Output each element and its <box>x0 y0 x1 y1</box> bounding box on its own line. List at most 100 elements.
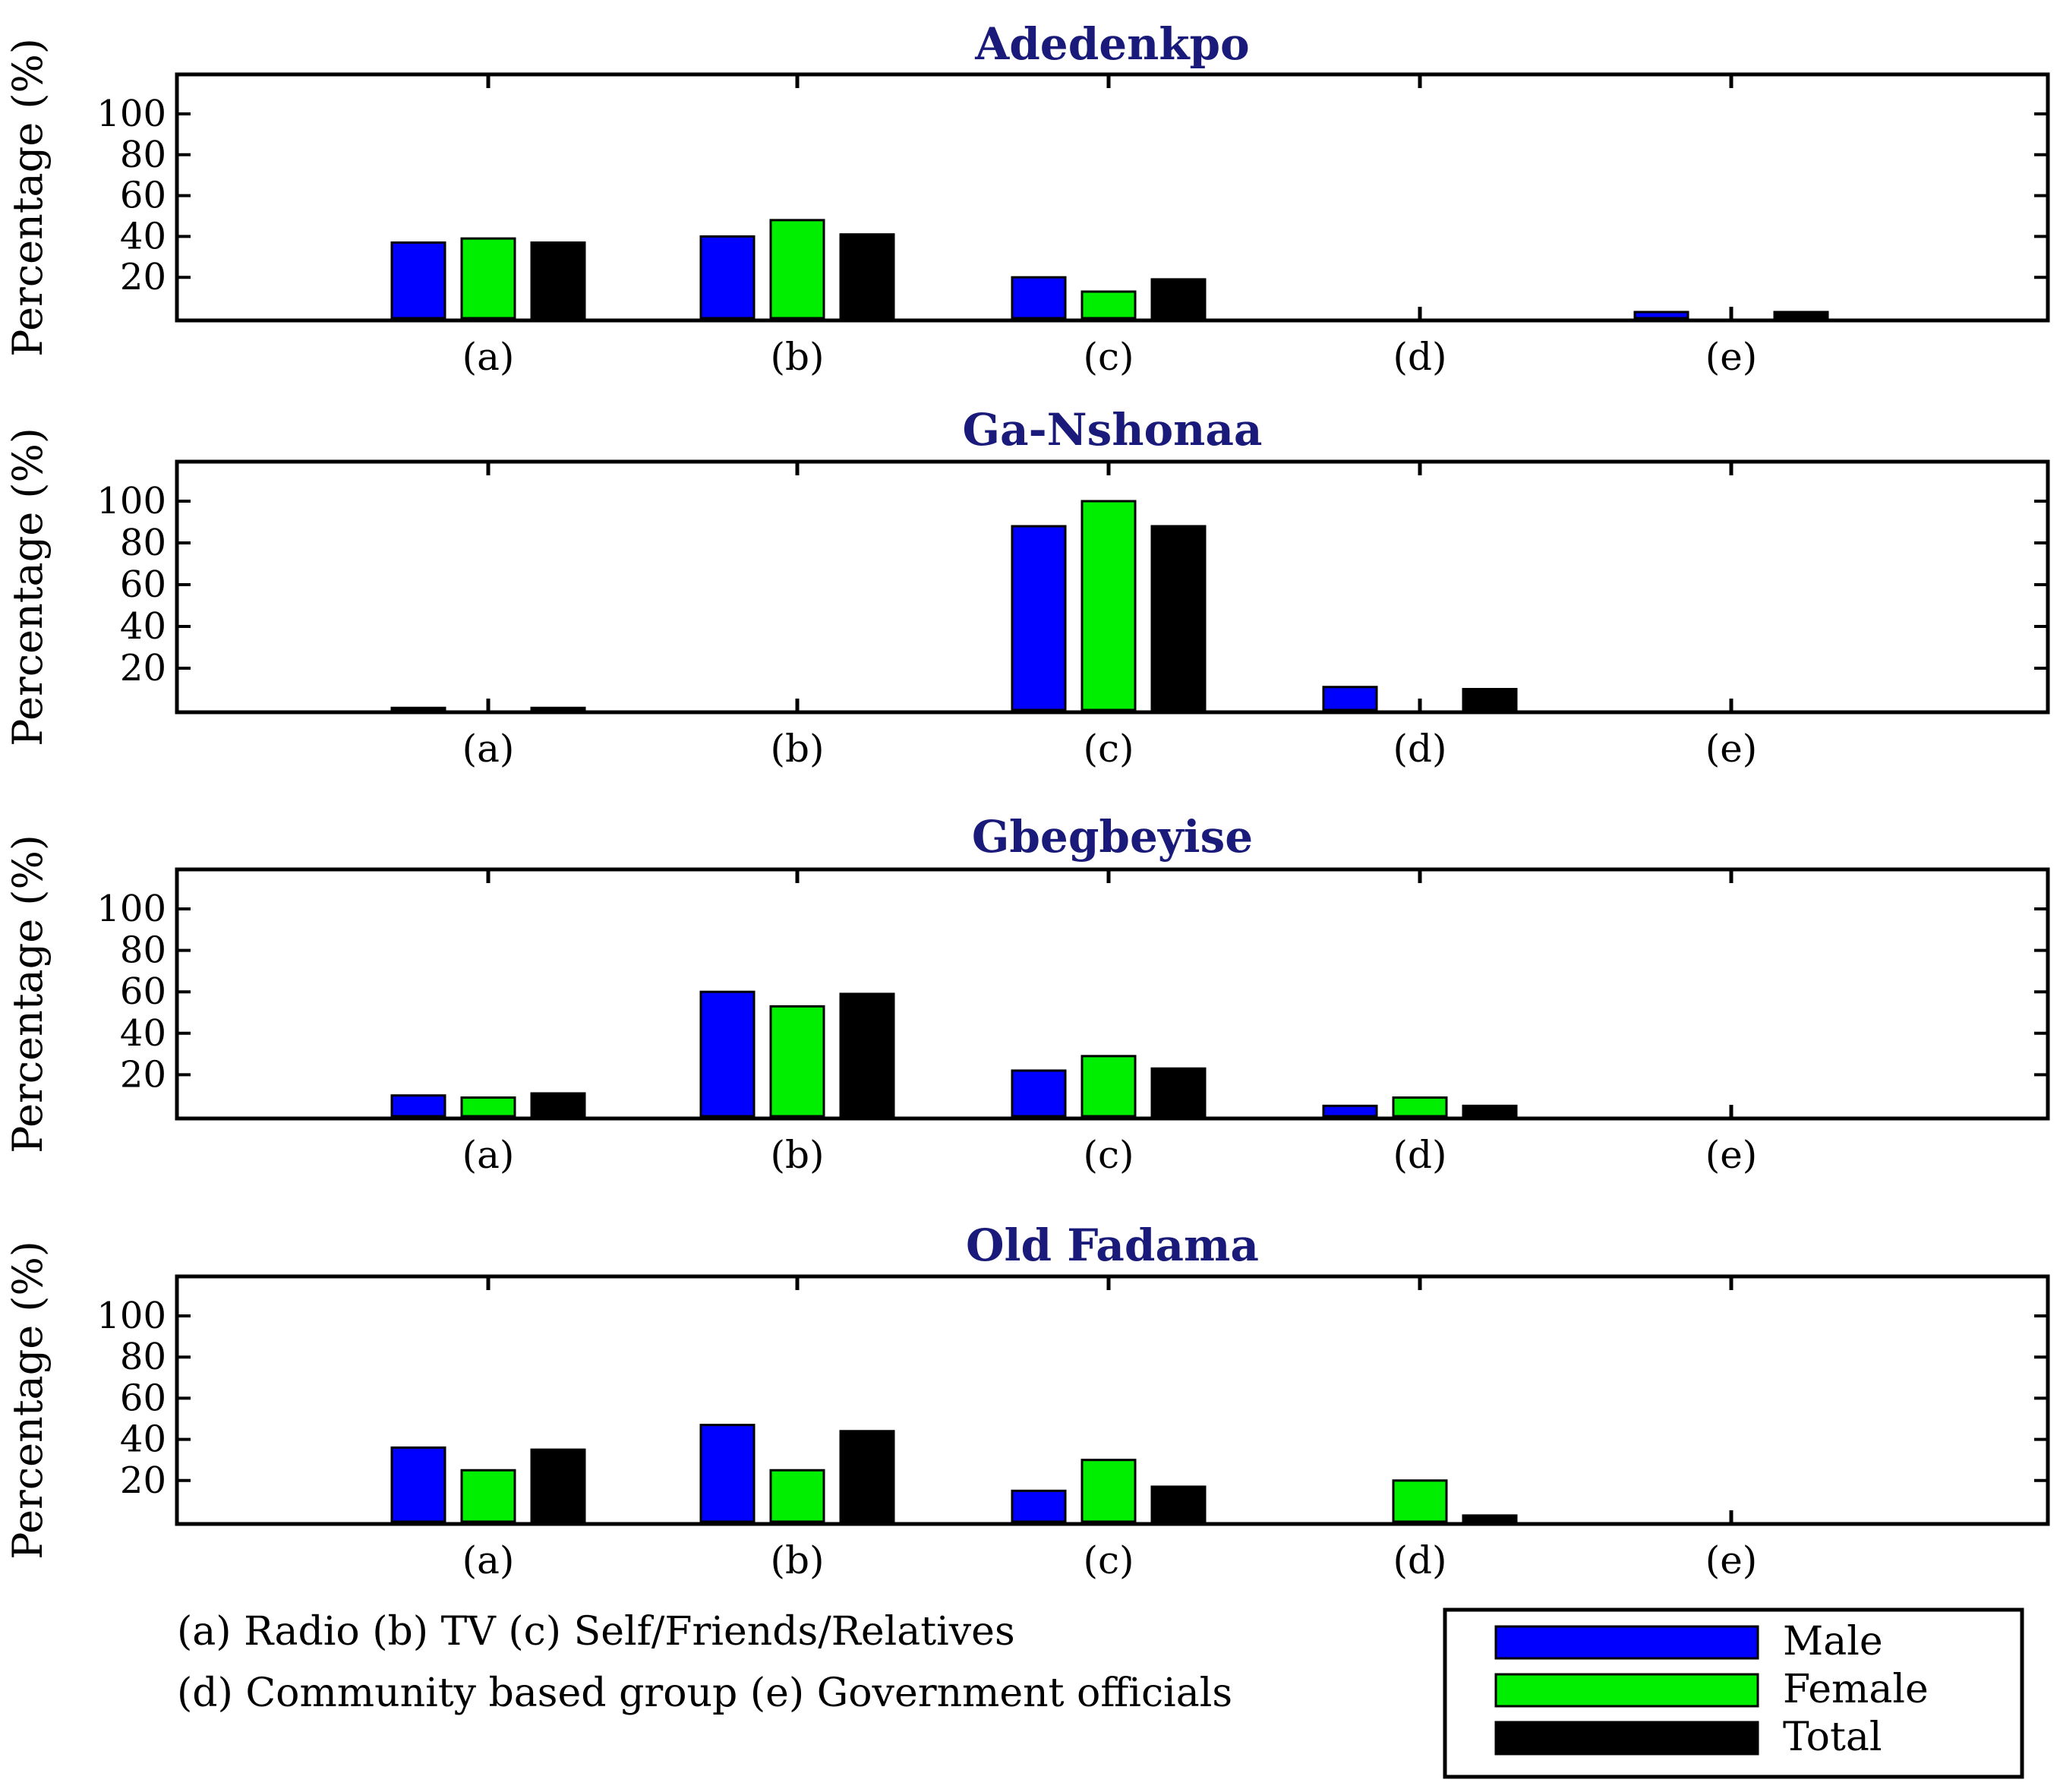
axes-frame <box>175 1274 2050 1526</box>
bar-female-2 <box>1080 500 1137 711</box>
x-tick-label: (c) <box>1083 1538 1134 1582</box>
bar-total-1 <box>839 992 895 1118</box>
bar-male-2 <box>1011 276 1067 320</box>
x-tick-label: (a) <box>462 1133 515 1177</box>
bar-total-0 <box>530 706 586 711</box>
y-tick-label: 100 <box>96 888 166 930</box>
bar-male-1 <box>699 1424 756 1523</box>
y-tick-label: 20 <box>120 1459 166 1502</box>
bar-total-2 <box>1150 525 1207 711</box>
x-tick-label: (d) <box>1393 335 1446 379</box>
bar-total-4 <box>1773 311 1829 320</box>
category-key-line-2: (d) Community based group (e) Government… <box>177 1671 1232 1716</box>
x-tick-label: (d) <box>1393 1538 1446 1582</box>
y-tick-label: 60 <box>120 563 166 606</box>
category-key-line-1: (a) Radio (b) TV (c) Self/Friends/Relati… <box>177 1609 1015 1655</box>
x-tick-label: (b) <box>770 1538 824 1582</box>
y-tick-label: 40 <box>120 1418 166 1461</box>
bar-female-3 <box>1392 1479 1448 1523</box>
bar-male-4 <box>1633 311 1689 320</box>
panel-title: Old Fadama <box>966 1219 1259 1271</box>
legend-swatch-total <box>1494 1721 1759 1756</box>
bar-male-1 <box>699 990 756 1118</box>
y-tick-label: 100 <box>96 1295 166 1337</box>
bar-male-1 <box>699 235 756 320</box>
legend-swatch-male <box>1494 1625 1759 1660</box>
y-tick-label: 80 <box>120 929 166 972</box>
bar-female-2 <box>1080 290 1137 320</box>
y-tick-label: 80 <box>120 134 166 176</box>
x-tick-label: (c) <box>1083 1133 1134 1177</box>
bar-female-3 <box>1392 1096 1448 1118</box>
y-tick-label: 80 <box>120 522 166 564</box>
bar-male-0 <box>390 241 446 320</box>
bar-total-3 <box>1462 688 1518 711</box>
y-axis-label: Percentage (%) <box>4 834 52 1153</box>
x-tick-label: (d) <box>1393 1133 1446 1177</box>
x-tick-label: (e) <box>1705 1538 1758 1582</box>
x-tick-label: (e) <box>1705 335 1758 379</box>
legend-label-total: Total <box>1783 1715 1882 1760</box>
y-tick-label: 60 <box>120 970 166 1013</box>
bar-total-1 <box>839 1430 895 1523</box>
x-tick-label: (e) <box>1705 727 1758 771</box>
y-axis-label: Percentage (%) <box>4 38 52 357</box>
y-tick-label: 40 <box>120 215 166 257</box>
x-tick-label: (b) <box>770 727 824 771</box>
x-tick-label: (a) <box>462 335 515 379</box>
axes-frame <box>175 867 2050 1121</box>
y-tick-label: 60 <box>120 1377 166 1419</box>
y-tick-label: 40 <box>120 1012 166 1055</box>
bar-total-1 <box>839 233 895 320</box>
axes-frame <box>175 72 2050 323</box>
y-tick-label: 100 <box>96 93 166 135</box>
legend-label-female: Female <box>1783 1667 1929 1712</box>
bar-total-0 <box>530 1092 586 1118</box>
y-tick-label: 80 <box>120 1336 166 1378</box>
bar-total-0 <box>530 1448 586 1523</box>
x-tick-label: (d) <box>1393 727 1446 771</box>
bar-female-0 <box>460 1096 516 1118</box>
bar-female-1 <box>769 219 825 320</box>
panel-title: Ga-Nshonaa <box>962 404 1262 456</box>
bar-male-0 <box>390 1446 446 1523</box>
bar-total-2 <box>1150 1485 1207 1523</box>
bar-male-0 <box>390 1094 446 1118</box>
bar-male-2 <box>1011 1489 1067 1523</box>
bar-total-3 <box>1462 1514 1518 1523</box>
x-tick-label: (b) <box>770 1133 824 1177</box>
bar-male-2 <box>1011 525 1067 711</box>
bar-total-0 <box>530 241 586 320</box>
legend-swatch-female <box>1494 1673 1759 1708</box>
y-tick-label: 100 <box>96 480 166 522</box>
bar-male-0 <box>390 706 446 711</box>
bar-total-2 <box>1150 278 1207 320</box>
bar-female-1 <box>769 1005 825 1118</box>
bar-female-0 <box>460 237 516 320</box>
bar-female-0 <box>460 1469 516 1523</box>
panel-title: Adedenkpo <box>974 18 1250 70</box>
y-axis-label: Percentage (%) <box>4 427 52 746</box>
y-tick-label: 20 <box>120 1053 166 1096</box>
x-tick-label: (c) <box>1083 727 1134 771</box>
bar-total-3 <box>1462 1104 1518 1118</box>
bar-male-3 <box>1322 686 1378 711</box>
x-tick-label: (a) <box>462 727 515 771</box>
x-tick-label: (c) <box>1083 335 1134 379</box>
bar-male-2 <box>1011 1069 1067 1118</box>
y-tick-label: 20 <box>120 647 166 689</box>
bar-female-1 <box>769 1469 825 1523</box>
bar-female-2 <box>1080 1459 1137 1523</box>
x-tick-label: (e) <box>1705 1133 1758 1177</box>
panel-title: Gbegbeyise <box>972 811 1253 863</box>
bar-female-2 <box>1080 1055 1137 1118</box>
bar-male-3 <box>1322 1104 1378 1118</box>
y-tick-label: 40 <box>120 605 166 648</box>
y-tick-label: 60 <box>120 175 166 217</box>
